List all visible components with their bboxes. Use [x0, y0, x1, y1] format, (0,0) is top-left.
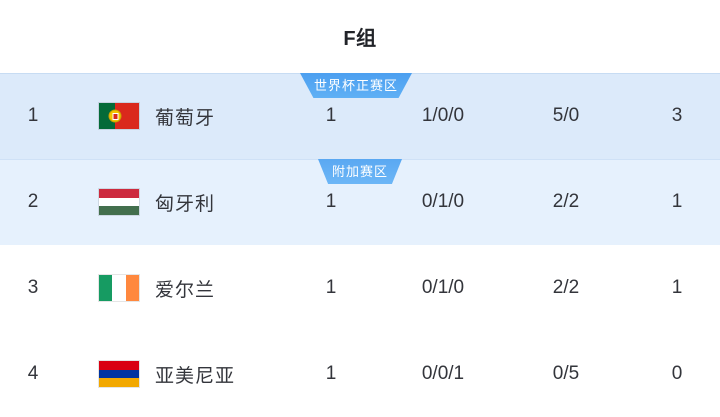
- goals-value: 2/2: [552, 277, 580, 298]
- points-value: 1: [671, 277, 683, 298]
- points-value: 0: [671, 363, 683, 384]
- rank-value: 2: [27, 191, 39, 212]
- rank-value: 1: [27, 105, 39, 126]
- zone-badge-playoff: 附加赛区: [318, 159, 403, 184]
- table-row[interactable]: 4 亚美尼亚 1 0/0/1 0/5 0: [0, 331, 720, 417]
- goals-value: 5/0: [552, 105, 580, 126]
- page-title-bar: F组: [0, 0, 720, 73]
- goals-value: 2/2: [552, 191, 580, 212]
- win-draw-loss-value: 0/0/1: [421, 363, 465, 384]
- ireland-flag: [98, 273, 142, 303]
- win-draw-loss-value: 1/0/0: [421, 105, 465, 126]
- matches-played-value: 1: [325, 191, 337, 212]
- rank-value: 4: [27, 363, 39, 384]
- page-title: F组: [343, 28, 377, 50]
- table-row[interactable]: 3 爱尔兰 1 0/1/0 2/2 1: [0, 245, 720, 331]
- rank-value: 3: [27, 277, 39, 298]
- team-name: 亚美尼亚: [155, 365, 236, 387]
- matches-played-value: 1: [325, 363, 337, 384]
- points-value: 1: [671, 191, 683, 212]
- table-row[interactable]: 附加赛区 2 匈牙利 1 0/1/0 2/2 1: [0, 159, 720, 245]
- matches-played-value: 1: [325, 105, 337, 126]
- zone-badge-qualify: 世界杯正赛区: [300, 73, 413, 98]
- goals-value: 0/5: [552, 363, 580, 384]
- team-name: 葡萄牙: [155, 107, 216, 129]
- matches-played-value: 1: [325, 277, 337, 298]
- portugal-flag: [98, 101, 142, 131]
- team-name: 匈牙利: [155, 193, 216, 215]
- win-draw-loss-value: 0/1/0: [421, 191, 465, 212]
- hungary-flag: [98, 187, 142, 217]
- win-draw-loss-value: 0/1/0: [421, 277, 465, 298]
- points-value: 3: [671, 105, 683, 126]
- team-name: 爱尔兰: [155, 279, 216, 301]
- armenia-flag: [98, 359, 142, 389]
- table-row[interactable]: 世界杯正赛区 1 葡萄牙 1 1/0/0 5/0 3: [0, 73, 720, 159]
- standings-table: 世界杯正赛区 1 葡萄牙 1 1/0/0 5/0 3 附加赛区: [0, 73, 720, 417]
